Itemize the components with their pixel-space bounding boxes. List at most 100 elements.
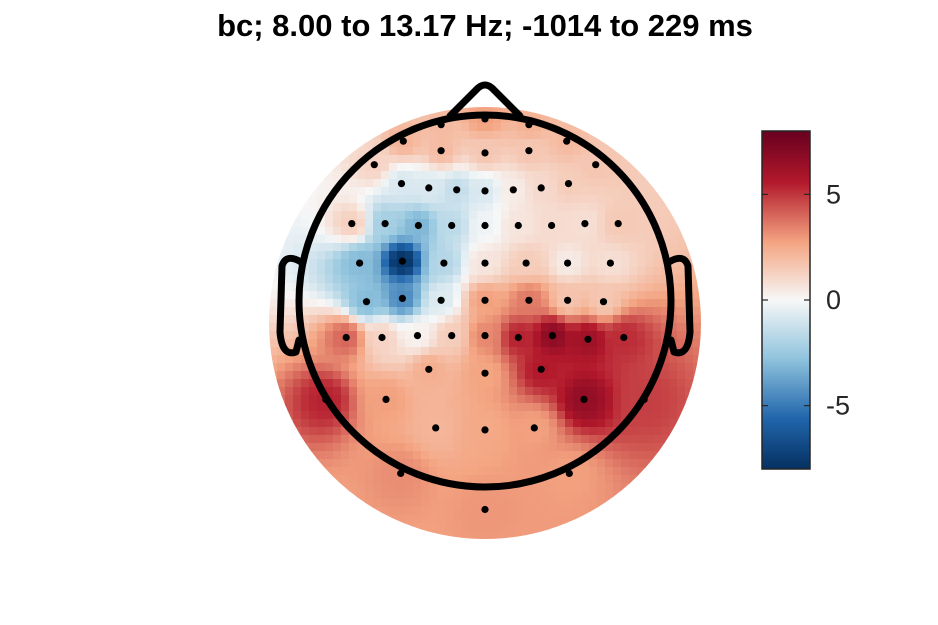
electrode-marker xyxy=(614,220,622,228)
heatmap-cell xyxy=(429,139,438,148)
heatmap-cell xyxy=(677,323,686,332)
heatmap-cell xyxy=(573,387,582,396)
heatmap-cell xyxy=(653,339,662,348)
heatmap-cell xyxy=(445,187,454,196)
heatmap-cell xyxy=(301,267,310,276)
heatmap-cell xyxy=(405,227,414,236)
heatmap-cell xyxy=(461,155,470,164)
heatmap-cell xyxy=(269,307,278,316)
heatmap-cell xyxy=(557,323,566,332)
heatmap-cell xyxy=(549,283,558,292)
heatmap-cell xyxy=(621,163,630,172)
heatmap-cell xyxy=(461,275,470,284)
heatmap-cell xyxy=(557,475,566,484)
heatmap-cell xyxy=(413,459,422,468)
heatmap-cell xyxy=(533,283,542,292)
heatmap-cell xyxy=(621,355,630,364)
heatmap-cell xyxy=(653,251,662,260)
heatmap-cell xyxy=(357,363,366,372)
heatmap-cell xyxy=(421,227,430,236)
heatmap-cell xyxy=(301,211,310,220)
heatmap-cell xyxy=(597,467,606,476)
heatmap-cell xyxy=(501,235,510,244)
heatmap-cell xyxy=(501,267,510,276)
electrode-marker xyxy=(348,220,356,228)
heatmap-cell xyxy=(469,451,478,460)
heatmap-cell xyxy=(349,251,358,260)
heatmap-cell xyxy=(437,459,446,468)
heatmap-cell xyxy=(573,155,582,164)
heatmap-cell xyxy=(429,299,438,308)
heatmap-cell xyxy=(549,427,558,436)
heatmap-cell xyxy=(661,371,670,380)
heatmap-cell xyxy=(501,155,510,164)
heatmap-cell xyxy=(581,363,590,372)
heatmap-cell xyxy=(605,403,614,412)
heatmap-cell xyxy=(565,443,574,452)
heatmap-cell xyxy=(437,355,446,364)
heatmap-cell xyxy=(613,323,622,332)
heatmap-cell xyxy=(501,395,510,404)
heatmap-cell xyxy=(653,211,662,220)
heatmap-cell xyxy=(621,243,630,252)
heatmap-cell xyxy=(397,435,406,444)
heatmap-cell xyxy=(413,395,422,404)
heatmap-cell xyxy=(629,315,638,324)
heatmap-cell xyxy=(341,259,350,268)
heatmap-cell xyxy=(509,259,518,268)
heatmap-cell xyxy=(429,187,438,196)
heatmap-cell xyxy=(621,275,630,284)
heatmap-cell xyxy=(653,283,662,292)
heatmap-cell xyxy=(629,235,638,244)
heatmap-cell xyxy=(501,371,510,380)
heatmap-cell xyxy=(413,339,422,348)
heatmap-cell xyxy=(549,171,558,180)
heatmap-cell xyxy=(509,371,518,380)
heatmap-cell xyxy=(613,451,622,460)
heatmap-cell xyxy=(341,219,350,228)
heatmap-cell xyxy=(357,483,366,492)
heatmap-cell xyxy=(621,187,630,196)
heatmap-cell xyxy=(437,387,446,396)
heatmap-cell xyxy=(285,387,294,396)
heatmap-cell xyxy=(501,499,510,508)
heatmap-cell xyxy=(549,435,558,444)
heatmap-cell xyxy=(477,443,486,452)
heatmap-cell xyxy=(381,299,390,308)
heatmap-cell xyxy=(485,171,494,180)
heatmap-cell xyxy=(485,411,494,420)
heatmap-cell xyxy=(525,211,534,220)
heatmap-cell xyxy=(373,251,382,260)
heatmap-cell xyxy=(437,507,446,516)
heatmap-cell xyxy=(541,467,550,476)
heatmap-cell xyxy=(365,427,374,436)
heatmap-cell xyxy=(341,227,350,236)
heatmap-cell xyxy=(349,187,358,196)
heatmap-cell xyxy=(437,411,446,420)
heatmap-cell xyxy=(469,187,478,196)
heatmap-cell xyxy=(517,187,526,196)
heatmap-cell xyxy=(501,339,510,348)
heatmap-cell xyxy=(365,499,374,508)
heatmap-cell xyxy=(461,491,470,500)
heatmap-cell xyxy=(637,379,646,388)
heatmap-cell xyxy=(581,499,590,508)
heatmap-cell xyxy=(493,267,502,276)
electrode-marker xyxy=(481,369,489,377)
heatmap-cell xyxy=(453,363,462,372)
heatmap-cell xyxy=(493,283,502,292)
heatmap-cell xyxy=(485,211,494,220)
heatmap-cell xyxy=(517,523,526,532)
heatmap-cell xyxy=(517,131,526,140)
heatmap-cell xyxy=(381,307,390,316)
heatmap-cell xyxy=(493,227,502,236)
heatmap-cell xyxy=(381,227,390,236)
heatmap-cell xyxy=(397,483,406,492)
heatmap-cell xyxy=(501,323,510,332)
heatmap-cell xyxy=(397,427,406,436)
heatmap-cell xyxy=(301,395,310,404)
heatmap-cell xyxy=(301,323,310,332)
heatmap-cell xyxy=(509,203,518,212)
heatmap-cell xyxy=(525,307,534,316)
heatmap-cell xyxy=(501,243,510,252)
